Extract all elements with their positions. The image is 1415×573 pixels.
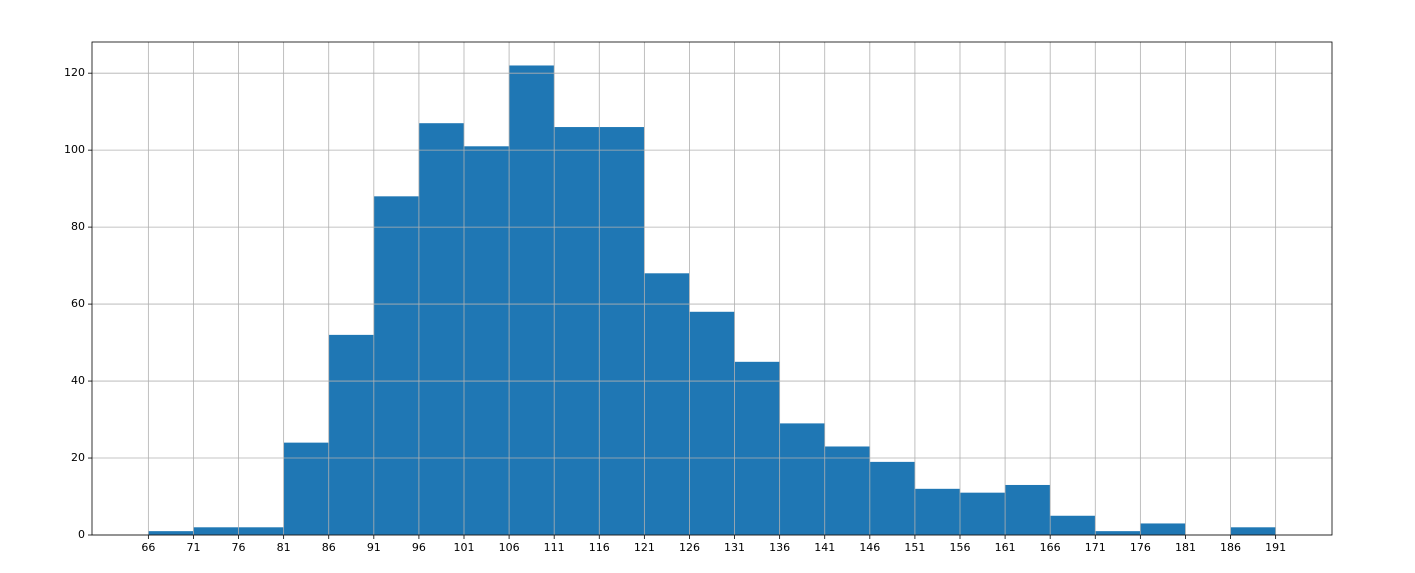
bar (824, 446, 870, 535)
x-tick-label: 116 (589, 541, 610, 554)
bar (1050, 515, 1096, 535)
bar (148, 531, 194, 535)
bar (1230, 527, 1276, 535)
x-tick-label: 76 (232, 541, 246, 554)
bar (779, 423, 825, 535)
bar (373, 196, 419, 535)
y-tick-label: 20 (71, 451, 85, 464)
bar (509, 65, 555, 535)
x-tick-label: 131 (724, 541, 745, 554)
y-tick-label: 80 (71, 220, 85, 233)
x-tick-label: 156 (950, 541, 971, 554)
bar (554, 127, 600, 535)
bar (193, 527, 239, 535)
x-tick-label: 111 (544, 541, 565, 554)
x-tick-label: 141 (814, 541, 835, 554)
bar (644, 273, 690, 535)
x-tick-label: 71 (186, 541, 200, 554)
y-tick-label: 60 (71, 297, 85, 310)
x-tick-label: 146 (859, 541, 880, 554)
x-tick-label: 171 (1085, 541, 1106, 554)
y-tick-label: 0 (78, 528, 85, 541)
bar (869, 461, 915, 535)
y-tick-label: 40 (71, 374, 85, 387)
bar (328, 334, 374, 535)
y-tick-label: 120 (64, 66, 85, 79)
bar (914, 488, 960, 535)
bar (734, 361, 780, 535)
x-tick-label: 151 (904, 541, 925, 554)
x-tick-label: 126 (679, 541, 700, 554)
x-tick-label: 96 (412, 541, 426, 554)
x-tick-label: 181 (1175, 541, 1196, 554)
x-tick-label: 161 (995, 541, 1016, 554)
bar (689, 311, 735, 535)
x-tick-label: 66 (141, 541, 155, 554)
x-tick-label: 106 (499, 541, 520, 554)
bar (1095, 531, 1141, 535)
plot-frame (91, 41, 1333, 536)
x-tick-label: 121 (634, 541, 655, 554)
bar (960, 492, 1006, 535)
x-tick-label: 166 (1040, 541, 1061, 554)
x-tick-label: 86 (322, 541, 336, 554)
bar (238, 527, 284, 535)
x-tick-label: 101 (454, 541, 475, 554)
bar (599, 127, 645, 535)
x-tick-label: 136 (769, 541, 790, 554)
bar (464, 146, 510, 535)
bar (1005, 484, 1051, 535)
bar (1140, 523, 1186, 535)
bar (418, 123, 464, 535)
x-tick-label: 191 (1265, 541, 1286, 554)
bar (283, 442, 329, 535)
x-tick-label: 91 (367, 541, 381, 554)
x-tick-label: 81 (277, 541, 291, 554)
y-tick-label: 100 (64, 143, 85, 156)
x-tick-label: 176 (1130, 541, 1151, 554)
x-tick-label: 186 (1220, 541, 1241, 554)
